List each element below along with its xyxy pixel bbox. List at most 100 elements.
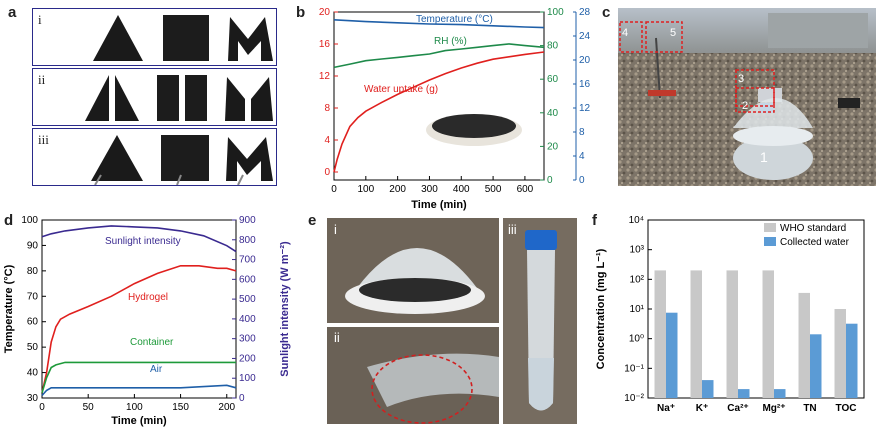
half-square-left bbox=[157, 75, 179, 121]
bar-WHO standard-Mg²⁺ bbox=[762, 270, 774, 398]
panel-a-row-ii: ii bbox=[32, 68, 277, 126]
subpanel-label: ii bbox=[334, 330, 340, 345]
x-tick-label: 50 bbox=[83, 402, 95, 413]
right-tick-label: 200 bbox=[239, 353, 256, 364]
row-ii-hydrogel-shapes bbox=[85, 75, 273, 121]
half-triangle-right bbox=[115, 75, 139, 121]
m-shaped-hydrogel bbox=[228, 17, 273, 61]
temperature-label: Temperature (°C) bbox=[416, 14, 493, 25]
y-tick-label: 10³ bbox=[630, 245, 645, 256]
red-case bbox=[648, 90, 676, 96]
left-tick-label: 0 bbox=[324, 167, 330, 178]
left-tick-label: 8 bbox=[324, 103, 330, 114]
hydrogel-label: Hydrogel bbox=[128, 292, 168, 303]
tweezer bbox=[176, 174, 182, 186]
highlight-box-2 bbox=[735, 87, 775, 113]
row-iii-healed-hydrogels bbox=[91, 135, 273, 186]
panel-e-iii-photo: iii bbox=[503, 218, 577, 424]
legend-swatch bbox=[764, 223, 776, 232]
bar-Collected water-Mg²⁺ bbox=[774, 389, 786, 398]
y-tick-label: 10⁻¹ bbox=[624, 363, 644, 374]
bar-Collected water-K⁺ bbox=[702, 380, 714, 398]
chart-f: 10⁻² 10⁻¹ 10⁰ 10¹ 10² 10³ 10⁴ Concentration (mg… bbox=[595, 215, 865, 414]
left-tick-label: 4 bbox=[324, 135, 330, 146]
rh-tick-label: 40 bbox=[547, 108, 559, 119]
tweezer bbox=[237, 174, 244, 186]
x-tick-label: 200 bbox=[389, 184, 406, 195]
temp-tick-label: 0 bbox=[579, 175, 585, 186]
right-tick-label: 600 bbox=[239, 274, 256, 285]
legend-label: Collected water bbox=[780, 237, 850, 248]
left-tick-label: 90 bbox=[27, 240, 39, 251]
panel-f-label: f bbox=[592, 212, 597, 229]
subpanel-label: iii bbox=[508, 222, 517, 237]
sunlight-label: Sunlight intensity bbox=[105, 236, 181, 247]
condensation-cover bbox=[733, 98, 813, 128]
chart-b: 0 100 200 300 400 500 600048121620020406080100… bbox=[319, 7, 591, 211]
left-tick-label: 12 bbox=[319, 71, 331, 82]
bar-Collected water-Na⁺ bbox=[666, 312, 678, 398]
category-label: K⁺ bbox=[696, 403, 709, 414]
subpanel-label: i bbox=[334, 222, 337, 237]
air-label: Air bbox=[150, 364, 163, 375]
healed-square bbox=[161, 135, 209, 181]
rh-tick-label: 60 bbox=[547, 74, 559, 85]
square-hydrogel bbox=[163, 15, 209, 61]
marker-3: 3 bbox=[738, 73, 744, 85]
x-tick-label: 100 bbox=[126, 402, 143, 413]
panel-d-label: d bbox=[4, 212, 14, 229]
series-line-Air bbox=[41, 384, 237, 397]
series-line-Container bbox=[41, 361, 236, 394]
healed-triangle bbox=[91, 135, 143, 181]
bar-Collected water-Ca²⁺ bbox=[738, 389, 750, 398]
temp-tick-label: 16 bbox=[579, 79, 591, 90]
x-tick-label: 150 bbox=[172, 402, 189, 413]
wall bbox=[768, 13, 868, 48]
y-tick-label: 10⁻² bbox=[624, 393, 644, 404]
category-label: TOC bbox=[836, 403, 857, 414]
bar-WHO standard-Ca²⁺ bbox=[726, 270, 738, 398]
marker-1: 1 bbox=[760, 149, 768, 165]
left-tick-label: 100 bbox=[21, 215, 38, 226]
droplet-highlight-circle bbox=[371, 354, 473, 424]
m-piece-right bbox=[251, 77, 273, 121]
y-tick-label: 10² bbox=[630, 274, 645, 285]
triangle-hydrogel bbox=[93, 15, 143, 61]
panel-c-photo: 1 2 3 4 5 bbox=[618, 8, 876, 186]
hydrogel-inside bbox=[359, 278, 471, 302]
collection-container bbox=[733, 136, 813, 180]
legend-label: WHO standard bbox=[780, 223, 846, 234]
panel-e-label: e bbox=[308, 212, 317, 229]
left-tick-label: 60 bbox=[27, 317, 39, 328]
marker-5: 5 bbox=[670, 27, 676, 39]
right-tick-label: 400 bbox=[239, 314, 256, 325]
x-tick-label: 0 bbox=[39, 402, 45, 413]
category-label: Na⁺ bbox=[657, 403, 675, 414]
rh-tick-label: 20 bbox=[547, 141, 559, 152]
row-label: iii bbox=[38, 132, 49, 147]
temp-tick-label: 4 bbox=[579, 151, 585, 162]
right-tick-label: 900 bbox=[239, 215, 256, 226]
series-line-Sunlight intensity bbox=[41, 225, 237, 253]
x-tick-label: 200 bbox=[218, 402, 235, 413]
container-label: Container bbox=[130, 337, 174, 348]
panel-a-row-iii: iii bbox=[32, 128, 277, 186]
bar-WHO standard-K⁺ bbox=[690, 270, 702, 398]
panel-c-label: c bbox=[602, 4, 611, 21]
y-axis-title-right: Sunlight intensity (W m⁻²) bbox=[279, 241, 291, 377]
temp-tick-label: 28 bbox=[579, 7, 591, 18]
plot-frame bbox=[333, 11, 545, 181]
right-tick-label: 700 bbox=[239, 255, 256, 266]
rh-tick-label: 0 bbox=[547, 175, 553, 186]
rh-tick-label: 100 bbox=[547, 7, 564, 18]
half-triangle-left bbox=[85, 75, 109, 121]
marker-2: 2 bbox=[742, 100, 748, 112]
right-tick-label: 100 bbox=[239, 373, 256, 384]
right-tick-label: 500 bbox=[239, 294, 256, 305]
water-uptake-label: Water uptake (g) bbox=[364, 84, 438, 95]
series-line-Hydrogel bbox=[41, 265, 237, 394]
x-tick-label: 400 bbox=[453, 184, 470, 195]
row-i-hydrogel-shapes bbox=[93, 15, 273, 61]
half-square-right bbox=[185, 75, 207, 121]
right-tick-label: 0 bbox=[239, 393, 245, 404]
